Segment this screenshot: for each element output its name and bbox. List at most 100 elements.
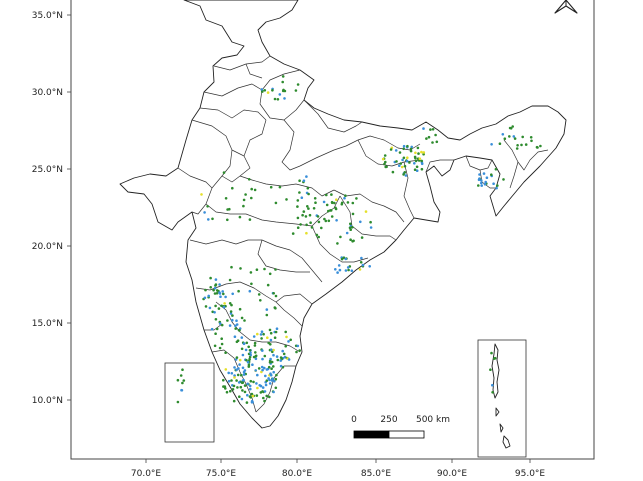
data-point [266,336,269,340]
data-point [512,135,516,138]
data-point [230,265,233,269]
data-point [420,150,423,154]
data-point [325,193,328,197]
data-point [355,197,358,200]
data-point [246,382,249,386]
data-point [480,184,484,187]
data-point [383,162,386,166]
lat-label: 15.0°N [32,319,63,329]
data-point [237,367,240,370]
data-point [299,223,302,226]
data-point [256,386,259,390]
data-point [402,144,406,148]
data-point [249,351,252,355]
data-point [274,201,278,205]
data-point [351,240,354,243]
data-point [204,305,208,308]
data-point [249,271,253,274]
data-point [283,89,287,93]
data-point [211,217,214,221]
data-point [248,218,252,221]
data-point [213,286,217,290]
data-point [296,205,299,208]
data-point [495,186,498,190]
data-point [420,162,424,166]
data-point [296,226,300,229]
data-point [369,226,373,229]
data-point [521,135,524,139]
data-point [361,263,365,267]
data-point [252,380,255,384]
data-point [248,384,252,388]
data-point [335,219,338,222]
data-point [330,193,333,196]
data-point [231,318,234,322]
data-point [255,394,259,397]
data-point [381,157,385,161]
data-point [242,204,245,208]
data-point [351,201,355,205]
data-point [327,219,331,223]
data-point [260,365,264,369]
data-point [263,89,267,92]
data-point [261,349,264,352]
data-point [416,146,420,150]
data-point [404,174,408,177]
data-point [263,267,266,271]
data-point [480,179,483,182]
data-point [207,294,210,298]
data-point [431,128,435,131]
data-point [229,310,233,313]
data-point [257,293,261,296]
data-point [294,89,298,92]
data-point [301,213,304,217]
data-point [484,180,488,184]
data-point [275,327,279,331]
data-point [269,343,272,346]
lon-label: 80.0°E [282,469,313,479]
data-point [245,401,249,404]
data-point [279,364,283,368]
data-point [315,233,319,237]
data-point [231,186,234,190]
data-point [334,268,337,271]
data-point [391,170,395,174]
data-point [236,373,240,377]
data-point [229,312,233,315]
data-point [398,151,402,154]
data-point [489,368,492,372]
data-point [203,296,207,300]
data-point [240,373,243,377]
data-point [235,323,239,326]
data-point [284,330,288,334]
scale-bar: 0 250 500 km [351,415,450,439]
data-point [215,292,219,295]
data-point [222,305,226,309]
data-point [227,371,230,375]
data-point [268,361,272,364]
data-point [281,349,285,353]
lon-ticks [145,459,531,463]
data-point [234,324,237,328]
data-point [529,136,533,139]
data-point [344,269,348,272]
data-point [240,397,244,401]
data-point [334,207,338,211]
data-point [246,393,249,397]
data-point [296,216,300,220]
data-point [333,201,336,205]
data-point [238,363,241,366]
data-point [254,357,258,361]
data-point [232,399,236,403]
data-point [213,292,217,295]
data-point [287,340,290,343]
data-point [482,172,486,175]
data-point [477,184,480,187]
lon-label: 70.0°E [131,469,162,479]
lon-label: 85.0°E [361,469,392,479]
lat-label: 25.0°N [32,165,63,175]
data-point [425,137,428,140]
data-point [413,168,417,171]
data-point [345,231,349,235]
data-point [247,178,251,181]
